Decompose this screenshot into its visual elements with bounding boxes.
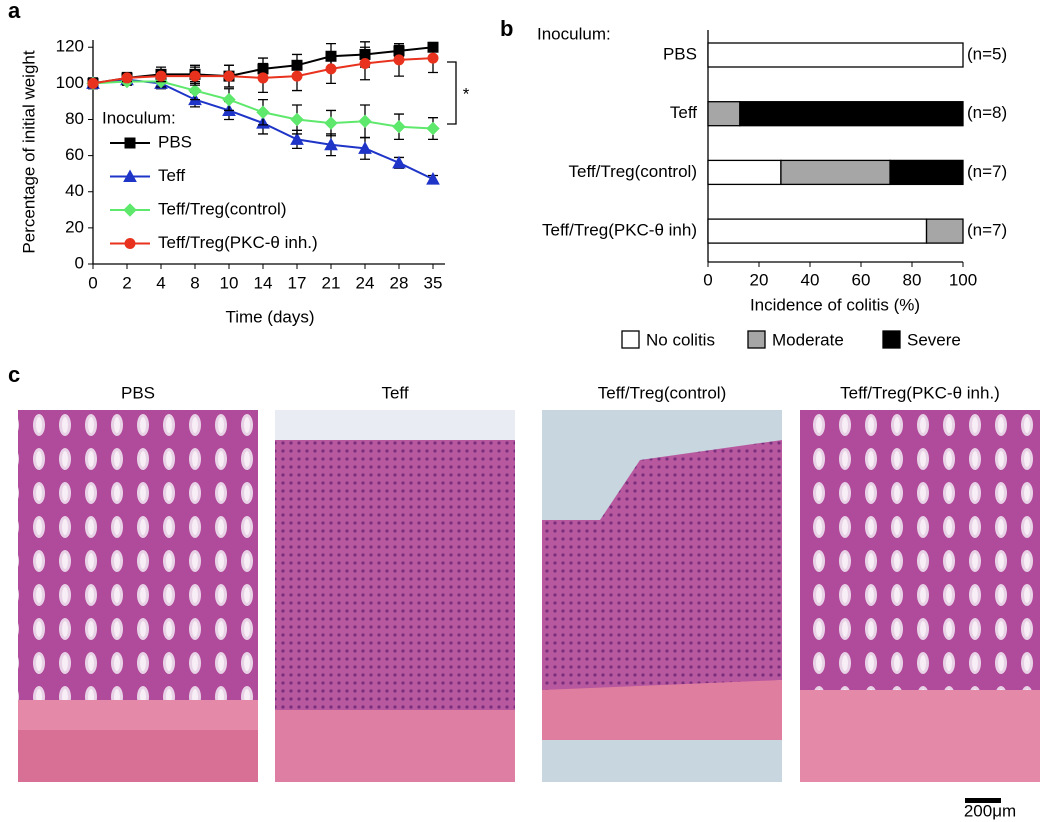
x-tick-label: 14	[254, 273, 273, 292]
x-tick-label: 35	[424, 273, 443, 292]
n-label: (n=5)	[967, 44, 1007, 63]
legend-swatch	[621, 330, 640, 349]
x-tick-label: 0	[703, 270, 712, 289]
legend-label: No colitis	[646, 330, 715, 349]
legend-label: Teff	[158, 166, 185, 185]
marker	[188, 83, 202, 98]
bar-segment	[925, 218, 964, 244]
panel-label: c	[8, 362, 20, 387]
x-tick-label: 24	[356, 273, 375, 292]
marker	[189, 70, 201, 82]
marker	[124, 137, 136, 149]
y-tick-label: 80	[65, 109, 84, 128]
significance-bracket	[447, 61, 457, 125]
marker	[426, 172, 440, 185]
marker	[223, 70, 235, 82]
x-tick-label: 21	[322, 273, 341, 292]
y-tick-label: 100	[56, 73, 84, 92]
marker	[359, 57, 371, 69]
x-tick-label: 40	[801, 270, 820, 289]
marker	[121, 72, 133, 84]
x-tick-label: 10	[220, 273, 239, 292]
bar-segment	[780, 159, 891, 186]
marker	[123, 169, 137, 182]
annotation: Inoculum:	[537, 24, 611, 43]
panel-label: a	[8, 0, 21, 23]
x-tick-label: 0	[88, 273, 97, 292]
category-label: Teff/Treg(PKC-θ inh)	[542, 221, 697, 240]
x-tick-label: 100	[949, 270, 977, 289]
marker	[392, 155, 406, 169]
image-title: Teff/Treg(control)	[598, 383, 727, 402]
x-tick-label: 80	[903, 270, 922, 289]
marker	[358, 141, 372, 154]
n-label: (n=7)	[967, 221, 1007, 240]
marker	[257, 72, 269, 84]
n-label: (n=8)	[967, 103, 1007, 122]
legend-label: Moderate	[772, 330, 844, 349]
y-tick-label: 20	[65, 217, 84, 236]
histology-image	[542, 410, 782, 782]
bar-segment	[707, 159, 782, 186]
marker	[124, 238, 136, 249]
legend-swatch	[882, 330, 901, 349]
x-tick-label: 60	[852, 270, 871, 289]
legend-label: Teff/Treg(PKC-θ inh.)	[158, 233, 318, 252]
bar-segment	[889, 159, 964, 186]
legend-swatch	[747, 330, 766, 349]
x-axis-label: Incidence of colitis (%)	[750, 295, 920, 314]
x-tick-label: 2	[122, 273, 131, 292]
marker	[393, 54, 405, 66]
x-tick-label: 17	[288, 273, 307, 292]
x-tick-label: 28	[390, 273, 409, 292]
marker	[358, 114, 372, 128]
bar-segment	[739, 101, 964, 127]
marker	[123, 203, 137, 217]
marker	[87, 77, 99, 89]
marker	[290, 112, 304, 127]
bar-segment	[707, 218, 928, 244]
legend-label: PBS	[158, 132, 192, 151]
legend-label: Teff/Treg(control)	[158, 199, 287, 218]
marker	[324, 137, 338, 151]
category-label: Teff	[670, 103, 697, 122]
category-label: Teff/Treg(control)	[569, 162, 698, 181]
scale-bar	[965, 798, 1001, 803]
marker	[256, 105, 270, 119]
histology-image	[18, 410, 258, 782]
marker	[392, 120, 406, 134]
marker	[426, 121, 440, 136]
y-tick-label: 0	[75, 253, 84, 272]
bar-segment	[707, 101, 741, 127]
category-label: PBS	[663, 44, 697, 63]
y-axis-label: Percentage of initial weight	[19, 50, 38, 253]
legend-title: Inoculum:	[102, 108, 176, 127]
image-title: Teff	[381, 383, 408, 402]
histology-image	[275, 410, 515, 782]
marker	[155, 70, 167, 82]
y-tick-label: 60	[65, 145, 84, 164]
marker	[291, 70, 303, 82]
marker	[222, 92, 236, 107]
annotation: *	[463, 84, 470, 103]
y-tick-label: 120	[56, 37, 84, 56]
legend-label: Severe	[907, 330, 961, 349]
y-tick-label: 40	[65, 181, 84, 200]
x-tick-label: 8	[190, 273, 199, 292]
image-title: Teff/Treg(PKC-θ inh.)	[840, 383, 1000, 402]
marker	[324, 116, 338, 130]
marker	[427, 52, 439, 64]
marker	[290, 132, 304, 145]
scale-bar-label: 200μm	[964, 801, 1016, 820]
histology-image	[800, 410, 1040, 782]
n-label: (n=7)	[967, 162, 1007, 181]
image-title: PBS	[121, 383, 155, 402]
x-axis-label: Time (days)	[225, 307, 314, 326]
x-tick-label: 20	[750, 270, 769, 289]
bar-segment	[707, 42, 964, 68]
x-tick-label: 4	[156, 273, 165, 292]
marker	[325, 63, 337, 75]
panel-label: b	[500, 16, 513, 41]
